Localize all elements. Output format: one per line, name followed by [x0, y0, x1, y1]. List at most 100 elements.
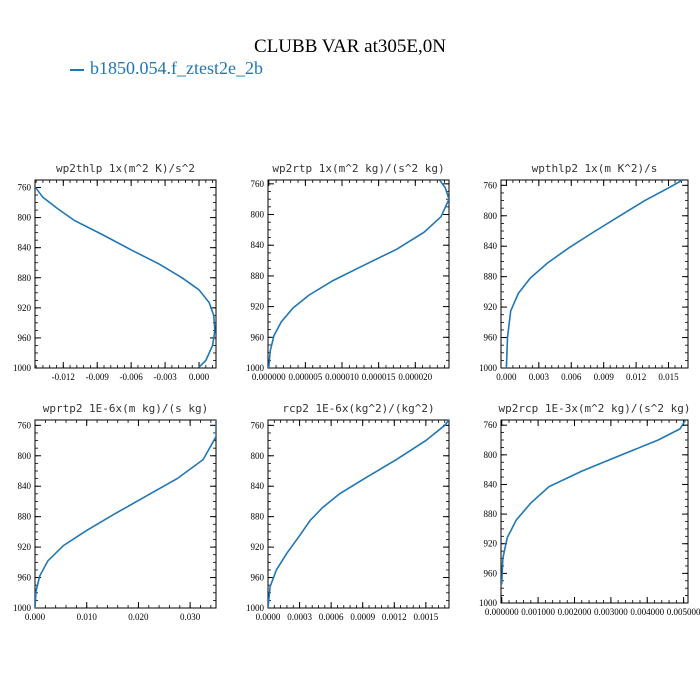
x-tick-label: 0.0009 — [350, 612, 375, 622]
subplot-6: wp2rcp 1E-3x(m^2 kg)/(s^2 kg)760 800 840 88… — [479, 402, 700, 617]
y-tick-label: 800 — [484, 450, 498, 460]
y-tick-label: 1000 — [246, 603, 265, 613]
y-tick-label: 800 — [251, 210, 265, 220]
x-tick-label: -0.012 — [52, 372, 75, 382]
x-tick-label: 0.000000 — [252, 372, 286, 382]
series-line — [35, 186, 216, 368]
x-tick-label: 0.0012 — [382, 612, 407, 622]
x-tick-label: 0.0003 — [287, 612, 312, 622]
x-tick-label: 0.000 — [189, 372, 210, 382]
y-tick-label: 960 — [18, 573, 32, 583]
subplot-title: wp2rtp 1x(m^2 kg)/(s^2 kg) — [272, 162, 444, 175]
y-tick-label: 1000 — [13, 363, 32, 373]
y-tick-label: 840 — [251, 240, 265, 250]
y-tick-label: 840 — [18, 481, 32, 491]
x-tick-label: 0.0006 — [319, 612, 344, 622]
legend-line-swatch — [70, 68, 84, 71]
y-tick-label: 880 — [251, 512, 265, 522]
x-tick-label: 0.002000 — [558, 607, 592, 617]
y-tick-label: 800 — [18, 213, 32, 223]
series-line — [501, 420, 687, 585]
series-line — [35, 420, 216, 608]
y-tick-label: 960 — [484, 333, 498, 343]
y-tick-label: 1000 — [13, 603, 32, 613]
subplot-title: wpthlp2 1x(m K^2)/s — [532, 162, 658, 175]
legend: b1850.054.f_ztest2e_2b — [70, 58, 263, 79]
x-tick-label: 0.0000 — [256, 612, 281, 622]
x-tick-label: 0.003 — [529, 372, 550, 382]
x-tick-label: 0.010 — [77, 612, 98, 622]
x-tick-label: 0.003000 — [594, 607, 628, 617]
x-tick-label: 0.000010 — [325, 372, 359, 382]
x-tick-label: 0.000020 — [398, 372, 432, 382]
y-tick-label: 920 — [251, 302, 265, 312]
y-tick-label: 760 — [18, 420, 32, 430]
y-tick-label: 920 — [18, 542, 32, 552]
y-tick-label: 920 — [484, 539, 498, 549]
y-tick-label: 760 — [484, 180, 498, 190]
y-tick-label: 880 — [18, 512, 32, 522]
subplot-5: rcp2 1E-6x(kg^2)/(kg^2) 760 800 840 880 920 96… — [246, 402, 450, 622]
y-tick-label: 920 — [18, 303, 32, 313]
axes-frame — [34, 419, 217, 609]
x-tick-label: 0.000 — [496, 372, 517, 382]
y-tick-label: 960 — [484, 568, 498, 578]
y-tick-label: 760 — [18, 183, 32, 193]
x-tick-label: 0.0015 — [413, 612, 438, 622]
y-tick-label: 840 — [484, 241, 498, 251]
x-tick-label: -0.006 — [120, 372, 144, 382]
x-tick-label: 0.009 — [594, 372, 615, 382]
series-line — [268, 420, 449, 608]
subplot-title: wprtp2 1E-6x(m kg)/(s kg) — [43, 402, 209, 415]
x-tick-label: 0.015 — [658, 372, 679, 382]
y-tick-label: 760 — [251, 420, 265, 430]
y-tick-label: 920 — [484, 302, 498, 312]
series-line — [505, 180, 683, 368]
x-tick-label: 0.006 — [561, 372, 582, 382]
x-tick-label: 0.020 — [128, 612, 149, 622]
subplot-title: rcp2 1E-6x(kg^2)/(kg^2) — [282, 402, 434, 415]
page-title: CLUBB VAR at305E,0N — [254, 36, 446, 57]
x-tick-label: 0.012 — [626, 372, 646, 382]
y-tick-label: 760 — [251, 179, 265, 189]
x-tick-label: 0.000 — [25, 612, 46, 622]
y-tick-label: 880 — [484, 272, 498, 282]
axes-frame — [267, 419, 450, 609]
y-tick-label: 920 — [251, 542, 265, 552]
y-tick-label: 880 — [18, 273, 32, 283]
x-tick-label: 0.030 — [180, 612, 201, 622]
x-tick-label: 0.000015 — [362, 372, 396, 382]
legend-label: b1850.054.f_ztest2e_2b — [90, 58, 263, 78]
y-tick-label: 960 — [18, 333, 32, 343]
y-tick-label: 800 — [18, 451, 32, 461]
subplot-2: wp2rtp 1x(m^2 kg)/(s^2 kg) 760 800 840 880 92… — [246, 162, 450, 382]
y-tick-label: 840 — [484, 479, 498, 489]
x-tick-label: -0.009 — [86, 372, 110, 382]
y-tick-label: 800 — [251, 451, 265, 461]
subplot-3: wpthlp2 1x(m K^2)/s 760 800 840 880 920 960 100… — [479, 162, 689, 382]
y-tick-label: 760 — [484, 420, 498, 430]
y-tick-label: 880 — [484, 509, 498, 519]
y-tick-label: 800 — [484, 211, 498, 221]
x-tick-label: 0.000000 — [485, 607, 519, 617]
y-tick-label: 1000 — [479, 598, 498, 608]
axes-frame — [34, 179, 217, 369]
x-tick-label: -0.003 — [153, 372, 177, 382]
subplot-title: wp2rcp 1E-3x(m^2 kg)/(s^2 kg) — [498, 402, 690, 415]
subplot-title: wp2thlp 1x(m^2 K)/s^2 — [56, 162, 195, 175]
y-tick-label: 1000 — [246, 363, 265, 373]
axes-frame — [500, 419, 689, 604]
x-tick-label: 0.001000 — [521, 607, 555, 617]
subplot-4: wprtp2 1E-6x(m kg)/(s kg) 760 800 840 880 920… — [13, 402, 217, 622]
x-tick-label: 0.000005 — [288, 372, 322, 382]
x-tick-label: 0.005000 — [667, 607, 700, 617]
y-tick-label: 840 — [251, 481, 265, 491]
y-tick-label: 1000 — [479, 363, 498, 373]
axes-frame — [267, 179, 450, 369]
y-tick-label: 840 — [18, 243, 32, 253]
y-tick-label: 960 — [251, 573, 265, 583]
subplot-1: wp2thlp 1x(m^2 K)/s^2 760 800 840 880 920 960 1… — [13, 162, 217, 382]
axes-frame — [500, 179, 689, 369]
x-tick-label: 0.004000 — [630, 607, 664, 617]
